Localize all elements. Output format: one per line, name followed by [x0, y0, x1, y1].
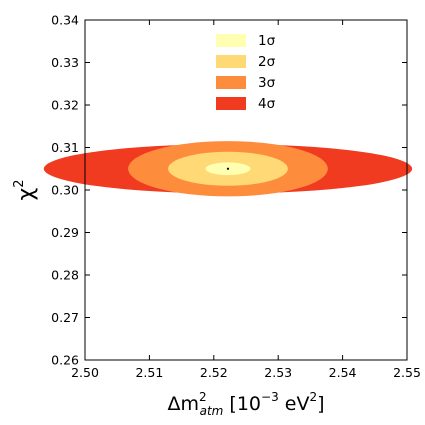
x-tick-label: 2.54 [329, 365, 357, 380]
legend-label-3sigma: 3σ [258, 75, 276, 91]
x-tick-label: 2.55 [393, 365, 421, 380]
y-tick-label: 0.31 [51, 140, 79, 155]
x-tick-label: 2.51 [135, 365, 163, 380]
legend-label-1sigma: 1σ [258, 33, 276, 49]
y-axis-title: χ2 [12, 180, 39, 201]
x-tick-label: 2.50 [71, 365, 99, 380]
x-axis-title-unit: eV [279, 393, 310, 415]
y-tick-label: 0.30 [51, 183, 79, 198]
x-axis-title-exp: −3 [261, 390, 279, 404]
y-tick-label: 0.34 [51, 13, 79, 28]
legend-swatch-1sigma [216, 34, 246, 47]
legend-swatch-4sigma [216, 97, 246, 110]
x-axis-title-sup: 2 [199, 390, 207, 404]
best-fit-point [226, 167, 230, 170]
x-axis-title-close: ] [317, 393, 324, 415]
axis-ticks: 2.50 2.51 2.52 2.53 2.54 2.55 0.26 0.27 0.28 0.29… [51, 13, 421, 381]
y-tick-label: 0.26 [51, 353, 79, 368]
legend-label-4sigma: 4σ [258, 96, 276, 112]
x-axis-title-sub: atm [200, 404, 224, 418]
x-tick-label: 2.52 [200, 365, 228, 380]
contour-regions [43, 141, 413, 197]
y-tick-label: 0.33 [51, 55, 79, 70]
y-tick-label: 0.27 [51, 310, 79, 325]
y-tick-label: 0.29 [51, 225, 79, 240]
y-tick-label: 0.28 [51, 268, 79, 283]
legend: 1σ 2σ 3σ 4σ [216, 33, 276, 112]
x-axis-title-unit-exp: 2 [309, 390, 317, 404]
legend-label-2sigma: 2σ [258, 54, 276, 70]
x-tick-label: 2.53 [264, 365, 292, 380]
legend-swatch-3sigma [216, 76, 246, 89]
y-tick-label: 0.32 [51, 98, 79, 113]
x-axis-title-bracket: [10 [223, 393, 261, 415]
y-axis-title-exp: 2 [12, 180, 27, 188]
x-axis-title: Δm2 atm [10−3 eV2] [167, 390, 324, 418]
legend-swatch-2sigma [216, 55, 246, 68]
